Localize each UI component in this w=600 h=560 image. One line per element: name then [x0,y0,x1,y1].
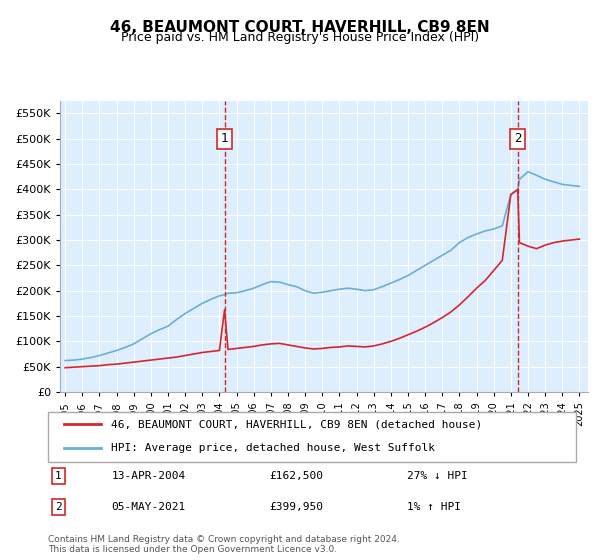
Text: 1: 1 [55,471,62,481]
Text: 1: 1 [221,132,229,145]
Text: 46, BEAUMONT COURT, HAVERHILL, CB9 8EN: 46, BEAUMONT COURT, HAVERHILL, CB9 8EN [110,20,490,35]
Text: £162,500: £162,500 [270,471,324,481]
Text: 13-APR-2004: 13-APR-2004 [112,471,185,481]
Text: 27% ↓ HPI: 27% ↓ HPI [407,471,468,481]
Text: £399,950: £399,950 [270,502,324,512]
Text: 2: 2 [514,132,521,145]
Text: Price paid vs. HM Land Registry's House Price Index (HPI): Price paid vs. HM Land Registry's House … [121,31,479,44]
Text: Contains HM Land Registry data © Crown copyright and database right 2024.
This d: Contains HM Land Registry data © Crown c… [48,535,400,554]
FancyBboxPatch shape [48,412,576,462]
Text: 1% ↑ HPI: 1% ↑ HPI [407,502,461,512]
Text: 2: 2 [55,502,62,512]
Text: HPI: Average price, detached house, West Suffolk: HPI: Average price, detached house, West… [112,443,436,453]
Text: 05-MAY-2021: 05-MAY-2021 [112,502,185,512]
Text: 46, BEAUMONT COURT, HAVERHILL, CB9 8EN (detached house): 46, BEAUMONT COURT, HAVERHILL, CB9 8EN (… [112,419,482,429]
